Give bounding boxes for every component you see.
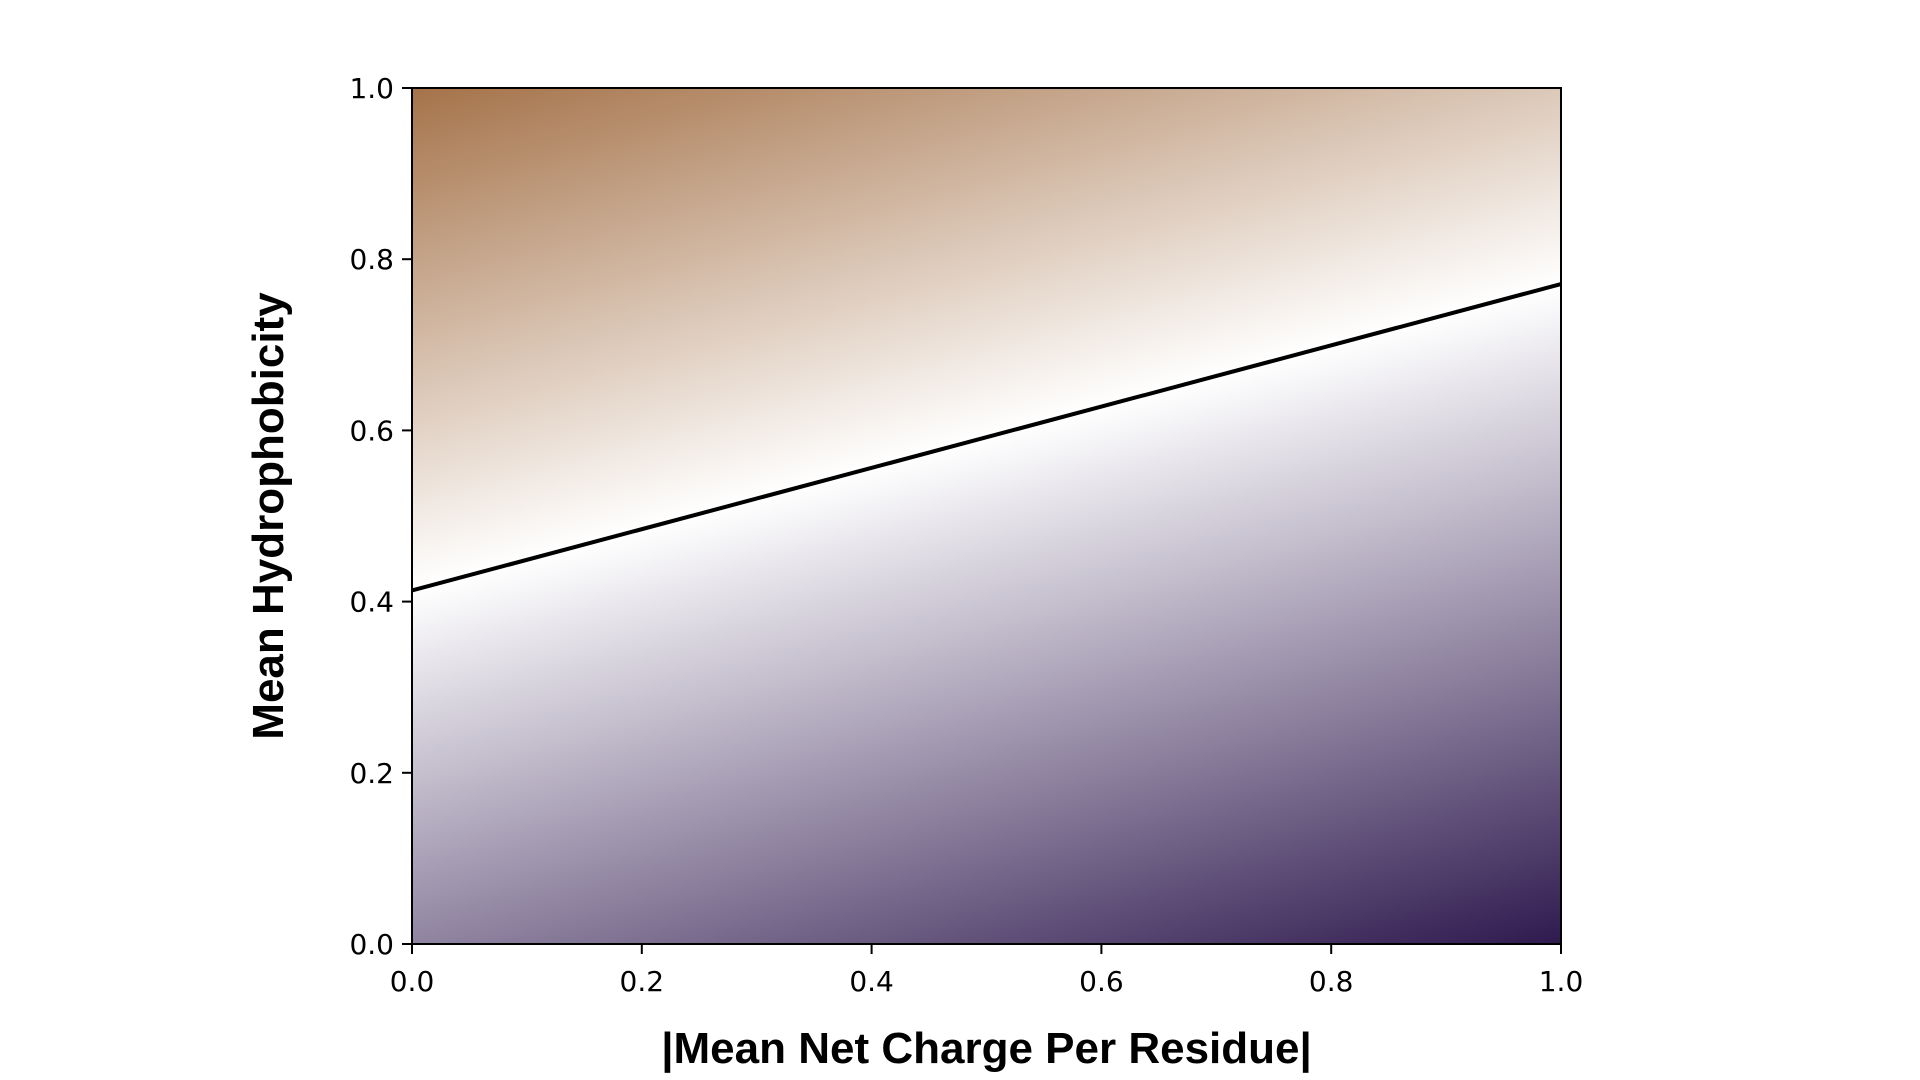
x-tick-label: 0.0 [390, 965, 435, 998]
heatmap-field [412, 88, 1561, 944]
x-axis-title: |Mean Net Charge Per Residue| [661, 1024, 1312, 1074]
x-tick-label: 0.2 [620, 965, 665, 998]
y-tick-label: 0.0 [349, 928, 394, 961]
y-tick-label: 1.0 [349, 72, 394, 105]
x-axis: 0.0 0.2 0.4 0.6 0.8 1.0 [390, 944, 1584, 998]
y-tick-label: 0.2 [349, 757, 394, 790]
x-tick-label: 0.6 [1079, 965, 1124, 998]
boundary-line [412, 282, 1561, 593]
y-tick-label: 0.4 [349, 586, 394, 619]
x-tick-label: 1.0 [1539, 965, 1584, 998]
x-tick-label: 0.8 [1309, 965, 1354, 998]
y-axis: 0.0 0.2 0.4 0.6 0.8 1.0 [349, 72, 412, 961]
y-tick-label: 0.6 [349, 414, 394, 447]
y-tick-label: 0.8 [349, 243, 394, 276]
plot-frame [411, 87, 1562, 945]
x-tick-label: 0.4 [849, 965, 894, 998]
y-axis-title: Mean Hydrophobicity [244, 292, 293, 740]
